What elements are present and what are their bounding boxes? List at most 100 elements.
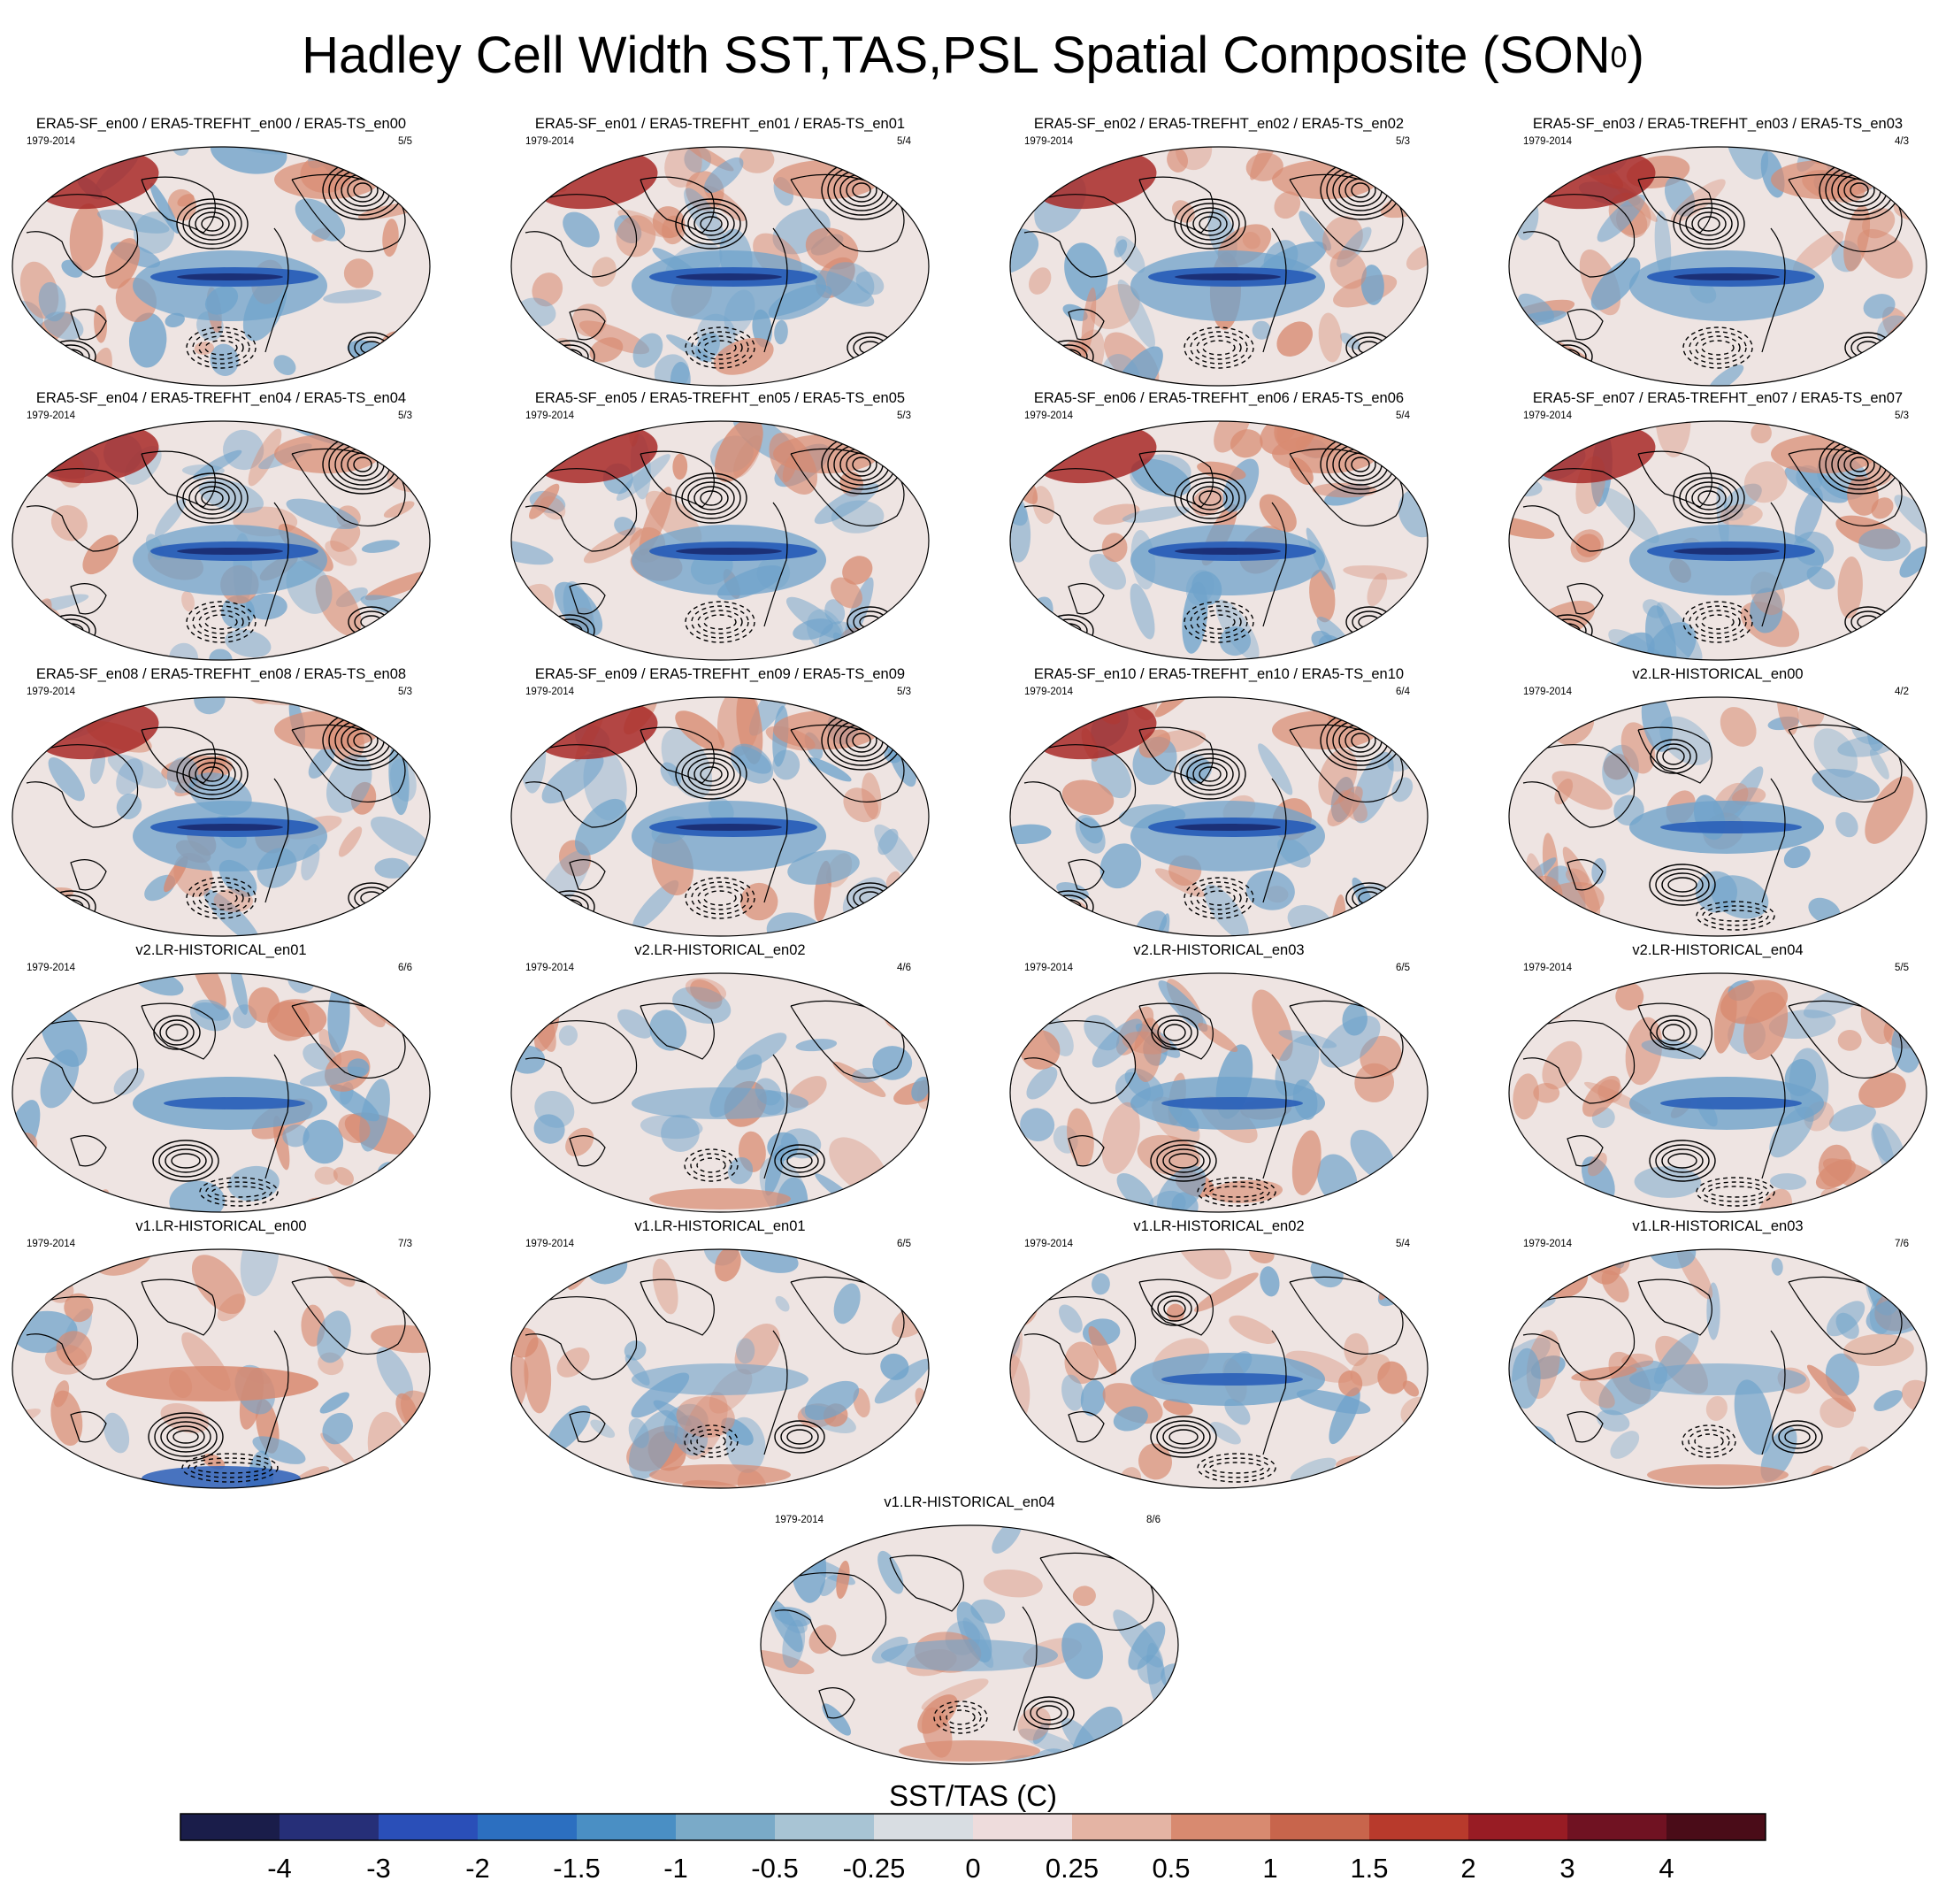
psl-contour-negative [204,340,238,356]
coastline [1068,859,1105,891]
cool-anomaly [1860,640,1904,660]
psl-contour-negative [684,1424,739,1458]
panel-count: 5/3 [1895,411,1909,421]
warm-anomaly [563,697,586,720]
panel-title: v2.LR-HISTORICAL_en02 [634,942,806,958]
psl-contour [201,766,224,782]
warm-anomaly [1249,1249,1275,1263]
cool-anomaly [1138,1543,1169,1570]
psl-contour-negative [1708,1186,1763,1198]
psl-contour [1162,1424,1205,1449]
panel-count: 4/3 [1895,136,1909,147]
coastline [1522,468,1636,552]
cool-anomaly [1075,814,1106,854]
panel-title: v2.LR-HISTORICAL_en00 [1632,666,1804,682]
panel-years: 1979-2014 [525,687,574,697]
cool-anomaly [1161,1716,1178,1739]
coastline [70,309,107,341]
cool-anomaly [327,979,350,1053]
strongest-cool-anomaly [1175,548,1281,555]
map-border [510,1248,930,1489]
coastline [291,1276,406,1355]
cool-anomaly [116,758,143,795]
psl-contour [176,198,249,250]
coastline [569,1135,606,1167]
coastline [291,448,406,527]
warm-anomaly [734,1324,780,1375]
panel-title: ERA5-SF_en06 / ERA5-TREFHT_en06 / ERA5-T… [1033,390,1405,406]
map-border [1009,420,1429,661]
warm-anomaly [683,147,734,172]
panel-title: ERA5-SF_en00 / ERA5-TREFHT_en00 / ERA5-T… [35,116,407,132]
warm-anomaly [378,1470,430,1488]
cool-anomaly [1092,1273,1110,1295]
cool-anomaly [1734,1379,1773,1455]
psl-contour [1673,472,1745,524]
warm-anomaly [1582,1076,1620,1117]
psl-contour [1650,739,1697,774]
colorbar-bin [280,1814,379,1840]
coastline [569,859,606,891]
coastline [790,1000,905,1079]
cool-anomaly [764,1144,785,1196]
map-border [1009,696,1429,937]
cool-anomaly [1080,1379,1106,1416]
warm-anomaly [1230,429,1263,458]
warm-anomaly [383,501,415,518]
psl-contour-negative [1203,1181,1270,1202]
warm-anomaly [1900,982,1927,1018]
cool-anomaly [632,1363,808,1395]
cool-anomaly [12,421,42,456]
strong-cool-anomaly [164,1097,305,1109]
panel-title: ERA5-SF_en10 / ERA5-TREFHT_en10 / ERA5-T… [1033,666,1405,682]
strongest-cool-anomaly [177,273,283,280]
warm-anomaly [1029,267,1052,295]
psl-contour [1030,1701,1069,1725]
warm-anomaly [842,556,873,585]
panel-count: 5/3 [398,687,412,697]
warm-anomaly [1402,1380,1420,1397]
coastline [1138,726,1214,784]
psl-contour-negative [1196,886,1242,910]
panel-title: ERA5-SF_en07 / ERA5-TREFHT_en07 / ERA5-T… [1532,390,1904,406]
warm-anomaly [1174,1249,1232,1280]
strongest-cool-anomaly [1175,273,1281,280]
coastline [1138,1278,1214,1336]
warm-anomaly [1776,697,1799,735]
panel-title: v1.LR-HISTORICAL_en03 [1632,1218,1804,1234]
psl-contour [1650,1015,1697,1050]
psl-contour [1151,1291,1199,1326]
psl-contour [852,733,871,749]
warm-anomaly [1245,152,1283,181]
map-panel: ERA5-SF_en09 / ERA5-TREFHT_en09 / ERA5-T… [508,665,932,940]
coastline [1761,227,1786,353]
warm-anomaly [1509,1249,1573,1266]
psl-contour-negative [186,601,257,643]
cool-anomaly [308,745,335,779]
map-panel: ERA5-SF_en03 / ERA5-TREFHT_en03 / ERA5-T… [1505,115,1930,389]
warm-anomaly [338,1113,371,1144]
cool-anomaly [1061,1374,1084,1411]
map-panel: v1.LR-HISTORICAL_en02 1979-2014 5/4 [1007,1217,1431,1492]
psl-contour [1157,1019,1192,1046]
warm-anomaly [422,622,430,641]
cool-anomaly [189,999,232,1032]
warm-anomaly [1837,557,1863,618]
panel-count: 5/3 [897,411,911,421]
cool-anomaly [194,697,226,715]
map-border [1508,146,1927,387]
psl-contour [1673,198,1745,250]
coastline [26,1296,139,1380]
coastline [264,1330,289,1455]
warm-anomaly [1901,1379,1927,1413]
cool-anomaly [38,281,66,322]
map-border [510,696,930,937]
warm-anomaly [1582,147,1619,154]
warm-anomaly [1021,147,1060,175]
warm-anomaly [578,320,650,355]
coastline [1788,448,1903,527]
psl-contour-negative [204,890,238,906]
warm-anomaly [1072,1585,1096,1607]
warm-anomaly [1276,321,1314,357]
cool-anomaly [877,828,899,856]
